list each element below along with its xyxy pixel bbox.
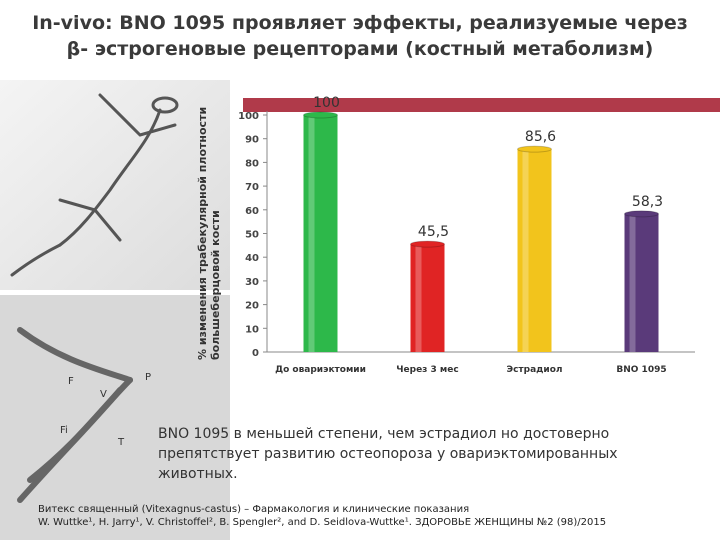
reference-line-1: Витекс священный (Vitexagnus-castus) – Ф… <box>38 504 470 515</box>
bar-1 <box>303 111 338 352</box>
bar-cap <box>624 210 659 218</box>
value-label-1: 100 <box>313 95 340 111</box>
xray-label-f: F <box>68 376 74 387</box>
y-tick-label: 30 <box>245 277 259 288</box>
rat-skeleton <box>10 93 179 277</box>
value-label-4: 58,3 <box>632 194 663 210</box>
bar-4 <box>624 210 659 352</box>
reference-line-2: W. Wuttke¹, H. Jarry¹, V. Christoffel², … <box>38 517 607 528</box>
xray-image: P V Fi T F <box>0 80 230 540</box>
bar-body <box>303 115 338 352</box>
xray-label-v: V <box>100 389 107 400</box>
bar-3 <box>517 145 552 352</box>
y-tick-label: 40 <box>245 253 259 264</box>
bar-highlight <box>629 213 636 352</box>
title-line-2: β- эстрогеновые рецепторами (костный мет… <box>66 38 654 60</box>
bar-body <box>410 244 445 352</box>
bar-highlight <box>522 149 529 352</box>
bar-body <box>517 149 552 352</box>
bar-chart: 0 10 20 30 40 50 60 70 80 90 100 100 До овариэктомии… <box>238 95 720 375</box>
caption-line-3: животных. <box>158 466 238 482</box>
accent-bar <box>243 98 720 112</box>
caption-line-1: BNO 1095 в меньшей степени, чем эстрадио… <box>158 426 610 442</box>
bar-highlight <box>308 115 315 352</box>
value-label-3: 85,6 <box>525 129 556 145</box>
bar-highlight <box>415 244 422 352</box>
category-label-4: BNO 1095 <box>616 365 666 375</box>
leg-bones <box>17 327 133 503</box>
category-label-3: Эстрадиол <box>506 365 562 375</box>
y-tick-label: 0 <box>252 348 259 359</box>
y-tick-label: 20 <box>245 301 259 312</box>
page-title: In-vivo: BNO 1095 проявляет эффекты, реа… <box>0 10 720 62</box>
y-tick-label: 60 <box>245 206 259 217</box>
xray-label-fi: Fi <box>60 425 68 436</box>
caption-line-2: препятствует развитию остеопороза у овар… <box>158 446 618 462</box>
y-axis-label: % изменения трабекулярной плотности боль… <box>196 106 222 360</box>
y-tick-label: 50 <box>245 230 259 241</box>
bar-cap <box>410 240 445 248</box>
y-tick-label: 10 <box>245 324 259 335</box>
caption: BNO 1095 в меньшей степени, чем эстрадио… <box>158 424 678 484</box>
bar-cap <box>517 145 552 153</box>
y-tick-label: 90 <box>245 135 259 146</box>
reference: Витекс священный (Vitexagnus-castus) – Ф… <box>38 503 718 529</box>
y-tick-label: 100 <box>238 111 259 122</box>
leg-xray-panel <box>0 295 230 540</box>
value-label-2: 45,5 <box>418 224 449 240</box>
xray-label-p: P <box>145 372 151 383</box>
bar-2 <box>410 240 445 352</box>
xray-label-t: T <box>117 437 125 448</box>
y-tick-label: 80 <box>245 158 259 169</box>
y-tick-label: 70 <box>245 182 259 193</box>
bar-cap <box>303 111 338 119</box>
bar-body <box>624 213 659 352</box>
category-label-2: Через 3 мес <box>396 365 458 375</box>
title-line-1: In-vivo: BNO 1095 проявляет эффекты, реа… <box>32 12 688 34</box>
category-label-1: До овариэктомии <box>275 365 366 375</box>
